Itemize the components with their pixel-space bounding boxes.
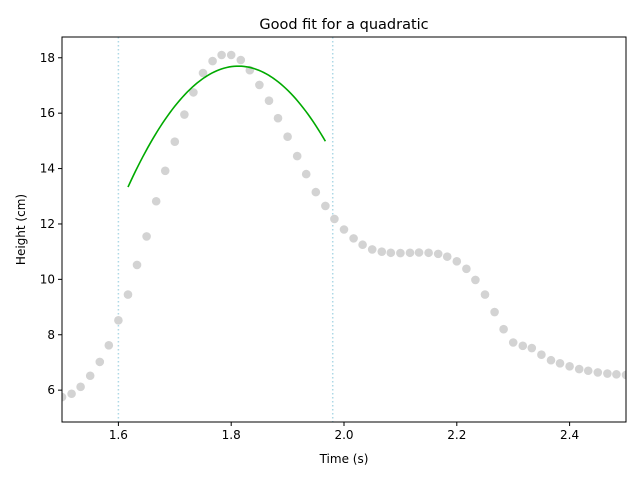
vertical-lines xyxy=(117,37,334,422)
data-point xyxy=(208,56,217,66)
data-point xyxy=(180,110,189,119)
data-point xyxy=(480,290,490,299)
data-point xyxy=(349,234,358,243)
data-point xyxy=(301,169,311,179)
data-point xyxy=(367,245,377,254)
data-point xyxy=(593,368,603,377)
data-point xyxy=(527,343,537,353)
x-tick-label: 2.2 xyxy=(447,428,466,442)
data-point xyxy=(273,113,283,123)
data-point xyxy=(255,80,264,90)
data-point xyxy=(508,338,518,347)
y-tick-label: 10 xyxy=(40,272,55,286)
data-point xyxy=(424,248,433,258)
data-point xyxy=(452,257,462,266)
data-point xyxy=(283,132,292,142)
data-point xyxy=(67,389,76,399)
data-point xyxy=(236,55,246,65)
data-point xyxy=(151,196,161,206)
data-point xyxy=(462,264,471,274)
data-point xyxy=(442,252,452,261)
x-tick-label: 2.0 xyxy=(334,428,353,442)
data-point xyxy=(62,392,67,402)
data-point xyxy=(311,187,321,197)
data-point xyxy=(490,307,499,317)
data-point xyxy=(414,248,424,257)
data-point xyxy=(565,362,574,371)
data-point xyxy=(405,248,415,258)
data-point xyxy=(226,50,236,60)
data-point xyxy=(537,350,546,359)
data-points xyxy=(62,50,626,402)
y-tick-label: 16 xyxy=(40,106,55,120)
data-point xyxy=(132,260,142,270)
y-tick-label: 6 xyxy=(47,383,55,397)
data-point xyxy=(386,248,396,258)
data-point xyxy=(377,247,387,256)
x-tick-label: 1.6 xyxy=(109,428,128,442)
data-point xyxy=(142,232,151,241)
data-point xyxy=(546,355,556,365)
data-point xyxy=(85,371,95,381)
data-point xyxy=(264,96,274,106)
fit-curve xyxy=(127,65,327,188)
data-point xyxy=(95,357,105,367)
data-point xyxy=(621,370,626,380)
data-point xyxy=(499,324,508,334)
data-point xyxy=(603,369,612,378)
data-point xyxy=(574,364,584,374)
x-axis-title: Time (s) xyxy=(319,452,369,466)
data-point xyxy=(330,214,339,224)
y-axis-title: Height (cm) xyxy=(14,194,28,265)
y-tick-label: 12 xyxy=(40,217,55,231)
data-point xyxy=(321,201,330,211)
y-tick-label: 18 xyxy=(40,51,55,65)
plot-frame xyxy=(61,36,627,423)
y-tick-label: 14 xyxy=(40,162,55,176)
chart-title: Good fit for a quadratic xyxy=(259,17,428,33)
data-point xyxy=(396,248,405,258)
data-point xyxy=(189,88,198,97)
data-point xyxy=(198,68,208,78)
data-point xyxy=(433,249,443,259)
data-point xyxy=(339,225,349,234)
y-axis: 6 8 10 12 14 16 18 xyxy=(40,51,62,397)
data-point xyxy=(123,290,133,299)
data-point xyxy=(217,50,226,60)
data-point xyxy=(358,240,367,250)
data-point xyxy=(104,340,114,350)
data-point xyxy=(292,151,302,161)
x-tick-label: 1.8 xyxy=(222,428,241,442)
x-tick-label: 2.4 xyxy=(560,428,579,442)
x-axis: 1.6 1.8 2.0 2.2 2.4 xyxy=(109,422,579,442)
data-point xyxy=(471,275,480,285)
data-point xyxy=(612,370,621,379)
fit-curve-group xyxy=(127,65,327,188)
data-point xyxy=(518,341,528,351)
data-point xyxy=(170,137,180,146)
y-tick-label: 8 xyxy=(47,328,55,342)
data-point xyxy=(114,316,123,325)
data-point xyxy=(555,358,565,368)
data-point xyxy=(76,382,85,392)
data-point xyxy=(583,366,593,376)
data-point xyxy=(160,166,170,176)
